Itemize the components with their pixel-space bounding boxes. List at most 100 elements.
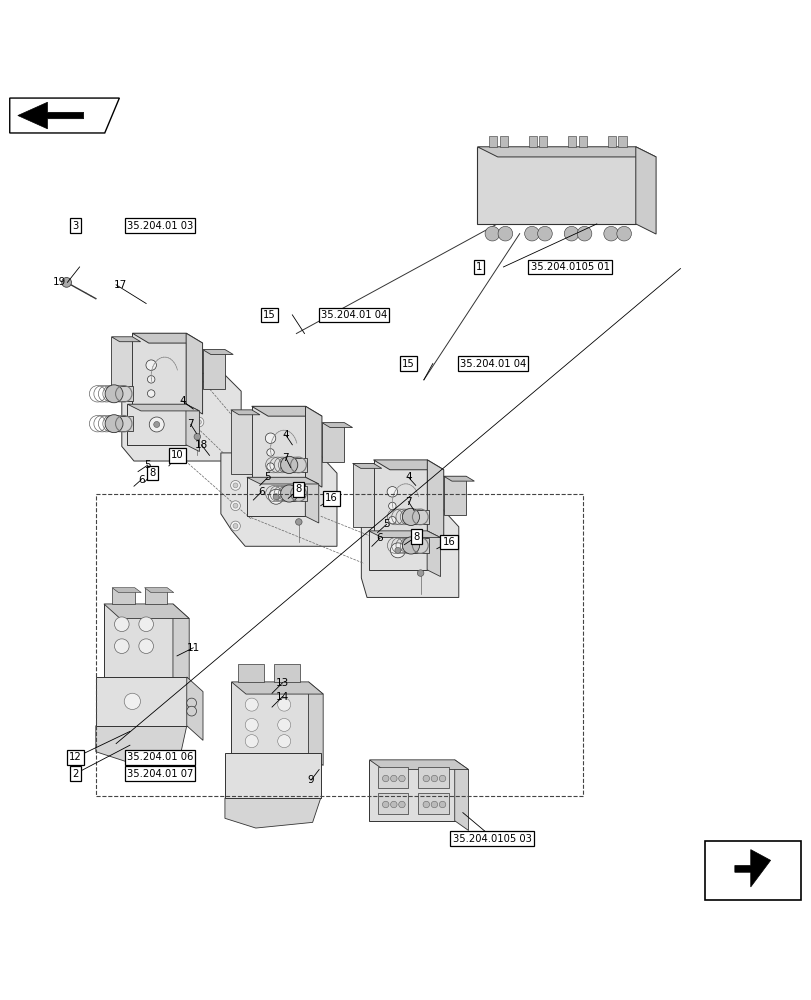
Circle shape — [390, 775, 397, 782]
Bar — [238, 664, 264, 682]
Polygon shape — [187, 677, 203, 740]
Circle shape — [230, 521, 240, 531]
Polygon shape — [96, 726, 187, 762]
Bar — [289, 486, 307, 501]
Text: 35.204.01 04: 35.204.01 04 — [459, 359, 526, 369]
Text: 10: 10 — [170, 450, 183, 460]
Text: 7: 7 — [187, 419, 194, 429]
Text: 4: 4 — [405, 472, 411, 482]
Bar — [477, 147, 635, 224]
Circle shape — [267, 463, 274, 470]
Circle shape — [402, 508, 419, 525]
Polygon shape — [321, 423, 352, 428]
Text: 35.204.0105 03: 35.204.0105 03 — [452, 834, 531, 844]
Circle shape — [524, 226, 539, 241]
Bar — [274, 664, 300, 682]
Circle shape — [395, 537, 400, 541]
Circle shape — [230, 481, 240, 490]
Polygon shape — [231, 682, 323, 694]
Circle shape — [114, 639, 129, 653]
Text: 2: 2 — [72, 769, 79, 779]
Polygon shape — [18, 102, 84, 129]
Circle shape — [148, 416, 152, 420]
Bar — [247, 477, 305, 516]
Bar — [418, 767, 448, 788]
Text: 8: 8 — [149, 468, 156, 478]
Circle shape — [245, 718, 258, 731]
Circle shape — [431, 801, 437, 808]
Bar — [104, 604, 173, 677]
Bar — [410, 510, 428, 524]
Circle shape — [233, 483, 238, 488]
Polygon shape — [10, 98, 119, 133]
Text: 9: 9 — [307, 775, 314, 785]
Polygon shape — [373, 460, 443, 470]
Text: 35.204.01 06: 35.204.01 06 — [127, 752, 193, 762]
Circle shape — [62, 278, 71, 287]
Bar — [578, 136, 586, 147]
Text: 7: 7 — [405, 497, 411, 507]
Polygon shape — [225, 798, 320, 828]
Circle shape — [139, 617, 153, 632]
Circle shape — [149, 417, 164, 432]
Circle shape — [178, 417, 187, 427]
Text: 16: 16 — [324, 493, 337, 503]
Circle shape — [497, 226, 512, 241]
Circle shape — [180, 420, 185, 424]
Bar — [377, 793, 408, 814]
Text: 12: 12 — [69, 752, 82, 762]
Circle shape — [187, 698, 196, 708]
Text: 19: 19 — [53, 277, 66, 287]
Text: 5: 5 — [383, 519, 389, 529]
Circle shape — [398, 775, 405, 782]
Circle shape — [277, 698, 290, 711]
Circle shape — [390, 801, 397, 808]
Bar — [321, 423, 344, 462]
Circle shape — [564, 226, 578, 241]
Bar — [368, 531, 427, 570]
Bar — [251, 406, 305, 477]
Text: 6: 6 — [138, 475, 144, 485]
Bar — [377, 767, 408, 788]
Text: 14: 14 — [276, 692, 289, 702]
Polygon shape — [427, 531, 440, 577]
Polygon shape — [104, 604, 189, 619]
Circle shape — [431, 775, 437, 782]
Bar — [112, 588, 135, 604]
Polygon shape — [427, 460, 443, 541]
Polygon shape — [305, 477, 319, 523]
Circle shape — [382, 801, 388, 808]
Bar — [114, 416, 132, 431]
Circle shape — [393, 534, 402, 544]
Bar — [111, 337, 132, 401]
Circle shape — [105, 415, 122, 433]
Bar — [607, 136, 616, 147]
Polygon shape — [173, 604, 189, 692]
Circle shape — [439, 801, 445, 808]
Polygon shape — [305, 406, 321, 487]
Circle shape — [577, 226, 591, 241]
Bar — [352, 463, 373, 527]
Circle shape — [277, 491, 282, 496]
Bar — [418, 793, 448, 814]
Circle shape — [145, 413, 155, 423]
Circle shape — [275, 489, 285, 498]
Polygon shape — [221, 453, 337, 546]
Bar — [114, 386, 132, 401]
Text: 3: 3 — [72, 221, 79, 231]
Polygon shape — [477, 147, 655, 157]
Polygon shape — [369, 760, 468, 770]
Bar — [488, 136, 496, 147]
Text: 6: 6 — [258, 487, 264, 497]
Circle shape — [402, 537, 419, 554]
Bar — [704, 841, 800, 900]
Polygon shape — [308, 682, 323, 766]
Text: 8: 8 — [295, 484, 302, 494]
Circle shape — [267, 449, 274, 456]
Circle shape — [393, 558, 402, 568]
Circle shape — [413, 561, 418, 566]
Polygon shape — [734, 850, 770, 887]
Polygon shape — [361, 506, 458, 597]
Bar — [539, 136, 547, 147]
Text: 18: 18 — [195, 440, 208, 450]
